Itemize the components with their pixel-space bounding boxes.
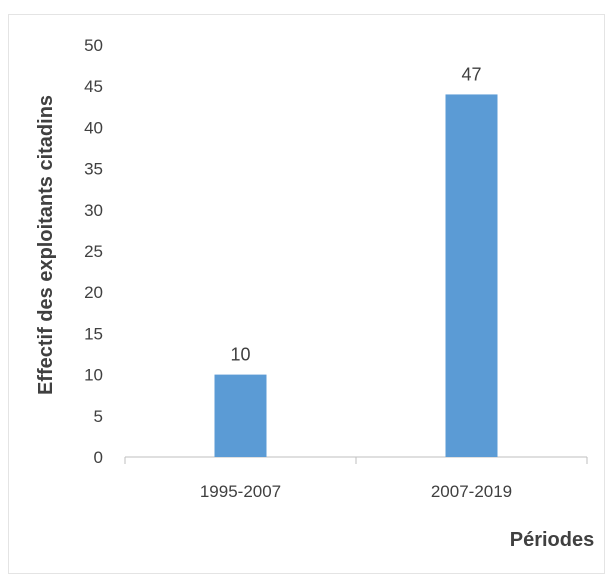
data-label: 47 bbox=[461, 64, 481, 84]
y-axis-ticks: 0 5 10 15 20 25 30 35 40 45 50 bbox=[84, 36, 103, 467]
chart-frame bbox=[8, 14, 605, 574]
bar bbox=[445, 94, 498, 457]
x-axis-title: Périodes bbox=[510, 529, 594, 551]
data-label: 10 bbox=[230, 345, 250, 365]
x-axis bbox=[124, 456, 588, 464]
x-axis-ticks: 1995-2007 2007-2019 bbox=[200, 482, 512, 501]
y-tick-label: 5 bbox=[94, 407, 103, 426]
x-tick-label: 1995-2007 bbox=[200, 482, 281, 501]
y-tick-label: 35 bbox=[84, 160, 103, 179]
y-tick-label: 15 bbox=[84, 324, 103, 343]
y-tick-label: 50 bbox=[84, 36, 103, 55]
data-labels: 10 47 bbox=[230, 64, 481, 364]
y-tick-label: 0 bbox=[94, 448, 103, 467]
y-tick-label: 40 bbox=[84, 118, 103, 137]
y-tick-label: 25 bbox=[84, 242, 103, 261]
y-tick-label: 30 bbox=[84, 201, 103, 220]
bar bbox=[214, 374, 267, 457]
bars bbox=[214, 94, 498, 457]
y-tick-label: 45 bbox=[84, 77, 103, 96]
x-tick-label: 2007-2019 bbox=[431, 482, 512, 501]
y-tick-label: 10 bbox=[84, 366, 103, 385]
y-axis-title: Effectif des exploitants citadins bbox=[35, 95, 57, 395]
y-tick-label: 20 bbox=[84, 283, 103, 302]
